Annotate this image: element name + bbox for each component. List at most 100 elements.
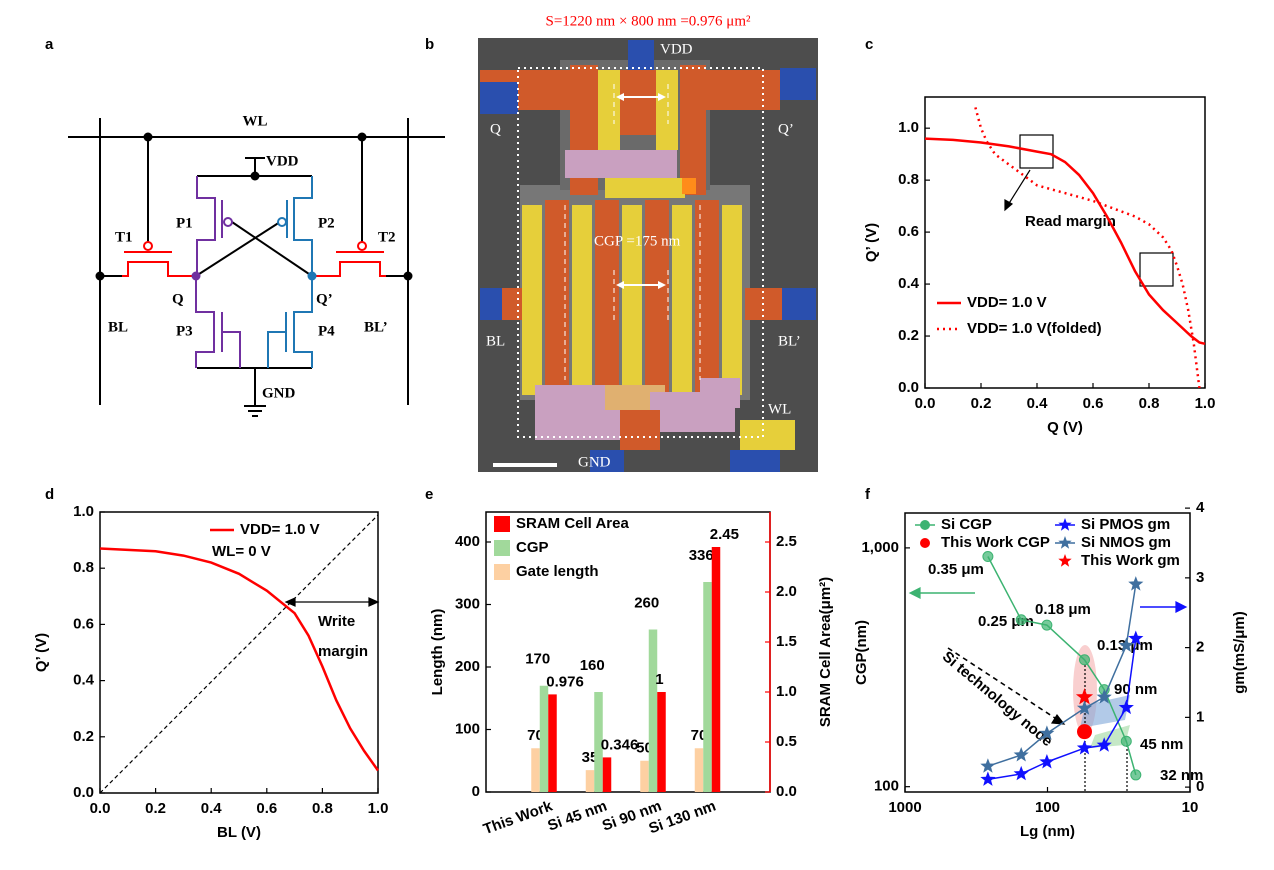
legend-label: SRAM Cell Area: [516, 515, 629, 532]
star-marker: [1096, 737, 1112, 752]
star-marker: [980, 758, 996, 773]
panel-label: d: [45, 486, 54, 503]
circle-marker: [1130, 769, 1142, 781]
blb-label: BL’: [364, 319, 388, 335]
legend-swatch: [494, 516, 510, 532]
y2-axis-label: gm(mS/μm): [1231, 611, 1248, 694]
star-marker: [1096, 689, 1112, 704]
annotation: margin: [318, 643, 368, 660]
y-axis-label: Q’ (V): [33, 633, 50, 672]
y-tick-label: 1,000: [861, 539, 899, 556]
data-label: 35: [582, 749, 599, 766]
y-axis-label: Length (nm): [429, 609, 446, 696]
x-axis-label: BL (V): [217, 824, 261, 841]
annotation: 45 nm: [1140, 736, 1183, 753]
star-marker: [1118, 637, 1134, 652]
y2-tick-label: 2.0: [776, 583, 797, 600]
data-label: 1: [655, 671, 663, 688]
gnd-label: GND: [578, 454, 611, 470]
annotation: Si technology node: [939, 648, 1056, 750]
data-label: 70: [691, 727, 708, 744]
legend-marker: [1058, 554, 1072, 567]
qb-label: Q’: [778, 121, 794, 137]
series-line: [99, 547, 380, 772]
bar: [539, 685, 549, 792]
bar: [585, 770, 595, 792]
panel-label: c: [865, 36, 873, 53]
star-marker: [1039, 725, 1055, 740]
y2-axis-label: SRAM Cell Area(μm²): [817, 577, 834, 727]
t2-label: T2: [378, 229, 396, 245]
annotation: Read margin: [1025, 213, 1116, 230]
bar: [648, 629, 658, 792]
legend-label: VDD= 1.0 V(folded): [967, 320, 1102, 337]
data-label: 70: [527, 727, 544, 744]
p3-label: P3: [176, 323, 193, 339]
bar: [594, 692, 603, 792]
star-marker: [1128, 576, 1144, 591]
annotation: 0.35 μm: [928, 561, 984, 578]
legend-label: Si PMOS gm: [1081, 516, 1170, 533]
star-marker: [1128, 630, 1144, 645]
circle-marker: [1078, 654, 1090, 666]
legend-label: This Work CGP: [941, 534, 1050, 551]
annotation: Write: [318, 613, 355, 630]
x-tick-label: This Work: [481, 797, 555, 838]
y2-tick-label: 3: [1196, 569, 1204, 586]
q-label: Q: [172, 291, 184, 307]
panel-label: b: [425, 36, 434, 53]
vdd-label: VDD: [266, 153, 299, 169]
x-tick-label: 0.0: [915, 395, 936, 412]
micrograph-title: S=1220 nm × 800 nm =0.976 μm²: [545, 13, 751, 29]
series-line: [924, 137, 1206, 346]
star-marker: [1013, 765, 1029, 781]
panel-label: f: [865, 486, 871, 503]
y-tick-label: 0.0: [898, 379, 919, 396]
panel-label: e: [425, 486, 433, 503]
legend-label: VDD= 1.0 V: [240, 521, 320, 538]
legend-label: Si NMOS gm: [1081, 534, 1171, 551]
data-label: 336: [689, 547, 714, 564]
y-tick-label: 0.4: [73, 672, 95, 689]
star-marker: [1013, 747, 1029, 762]
annotation: 90 nm: [1114, 681, 1157, 698]
data-label: 170: [525, 651, 550, 668]
y-tick-label: 0: [472, 783, 480, 800]
plot-frame: [99, 511, 379, 794]
x-tick-label: Si 45 nm: [545, 798, 609, 835]
legend-marker: [1058, 518, 1072, 531]
y2-tick-label: 0.0: [776, 783, 797, 800]
bl-label: BL: [108, 319, 128, 335]
x-axis-label: Q (V): [1047, 419, 1083, 436]
bar: [548, 694, 557, 792]
y-tick-label: 0.0: [73, 784, 94, 801]
bar: [531, 748, 540, 792]
y-tick-label: 0.2: [73, 728, 94, 745]
data-label: 0.976: [546, 673, 584, 690]
x-tick-label: 0.8: [312, 800, 333, 817]
y-tick-label: 1.0: [898, 119, 919, 136]
t1-label: T1: [115, 229, 133, 245]
circle-marker: [1015, 614, 1027, 626]
vdd-label: VDD: [660, 41, 693, 57]
data-label: 2.45: [710, 526, 739, 543]
y-tick-label: 0.6: [73, 615, 94, 632]
bar: [640, 760, 649, 792]
x-tick-label: 0.2: [971, 395, 992, 412]
circle-marker: [982, 551, 994, 563]
annotation: 32 nm: [1160, 767, 1203, 784]
bar: [703, 582, 712, 792]
micrograph: b S=1220 nm × 800 nm =0.976 μm²: [425, 13, 818, 472]
y-axis-label: CGP(nm): [853, 620, 870, 685]
plot-frame: [924, 96, 1206, 389]
p1-label: P1: [176, 215, 193, 231]
legend-label: This Work gm: [1081, 552, 1180, 569]
circle-marker: [1041, 619, 1053, 631]
wl-label: WL: [242, 113, 267, 129]
data-label: 50: [636, 740, 653, 757]
y-tick-label: 0.2: [898, 327, 919, 344]
data-label: 160: [580, 657, 605, 674]
star-marker: [1039, 754, 1055, 769]
legend-label: Gate length: [516, 563, 599, 580]
legend-label: VDD= 1.0 V: [967, 294, 1047, 311]
